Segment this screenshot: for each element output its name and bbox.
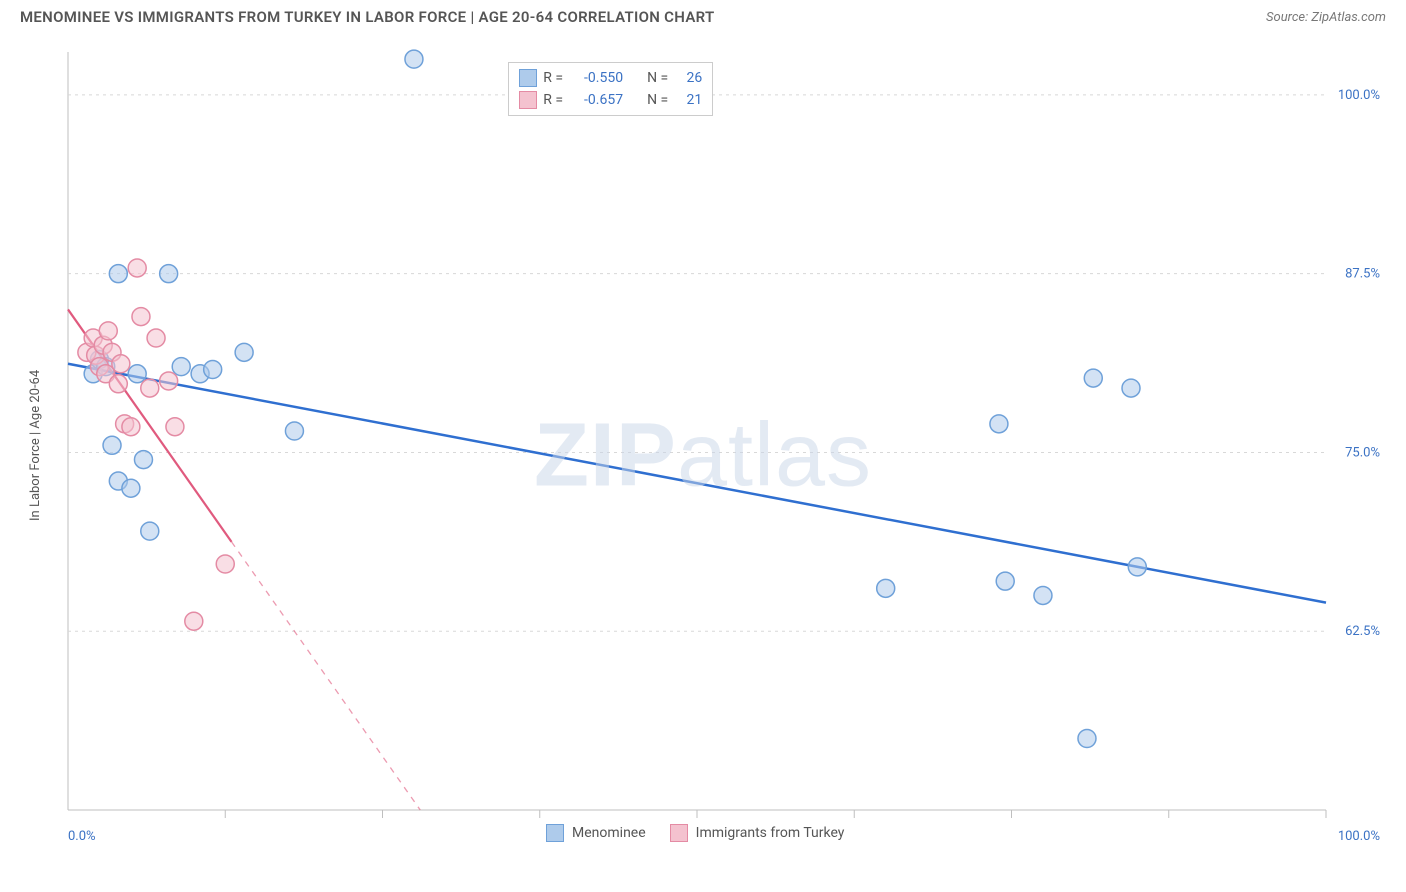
svg-text:87.5%: 87.5% xyxy=(1345,267,1380,282)
series-legend: Menominee Immigrants from Turkey xyxy=(546,824,844,842)
svg-text:100.0%: 100.0% xyxy=(1338,88,1380,103)
svg-text:100.0%: 100.0% xyxy=(1338,829,1380,844)
scatter-chart: 62.5% 75.0% 87.5% 100.0% 0.0% 100.0% xyxy=(20,40,1386,872)
legend-row: R =-0.550N =26 xyxy=(519,67,702,89)
legend-item: Immigrants from Turkey xyxy=(670,824,845,842)
legend-row: R =-0.657N =21 xyxy=(519,89,702,111)
chart-container: 62.5%75.0%87.5%100.0%0.0%100.0% ZIPatlas… xyxy=(20,40,1386,872)
source-label: Source: ZipAtlas.com xyxy=(1266,10,1386,25)
legend-swatch xyxy=(546,824,564,842)
chart-title: MENOMINEE VS IMMIGRANTS FROM TURKEY IN L… xyxy=(20,8,715,26)
correlation-legend: R =-0.550N =26R =-0.657N =21 xyxy=(508,62,713,116)
legend-swatch xyxy=(519,69,537,87)
svg-text:75.0%: 75.0% xyxy=(1345,445,1380,460)
legend-swatch xyxy=(670,824,688,842)
legend-label: Menominee xyxy=(572,825,646,841)
svg-text:0.0%: 0.0% xyxy=(68,829,96,844)
legend-swatch xyxy=(519,91,537,109)
legend-label: Immigrants from Turkey xyxy=(696,825,845,841)
svg-text:62.5%: 62.5% xyxy=(1345,624,1380,639)
y-axis-label: In Labor Force | Age 20-64 xyxy=(28,370,43,521)
legend-item: Menominee xyxy=(546,824,646,842)
